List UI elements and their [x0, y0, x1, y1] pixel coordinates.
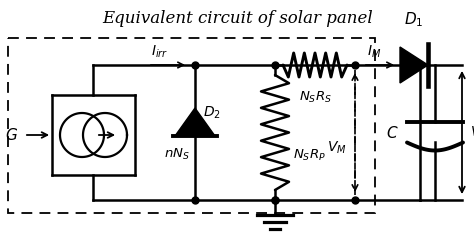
Text: $I_M$: $I_M$: [367, 44, 381, 60]
Text: $V_C$: $V_C$: [470, 124, 474, 141]
Bar: [8, 38, 375, 213]
Text: $D_2$: $D_2$: [203, 105, 221, 121]
Text: $V_M$: $V_M$: [328, 140, 347, 156]
Text: $nN_S$: $nN_S$: [164, 146, 190, 162]
Text: $D_1$: $D_1$: [404, 11, 424, 29]
Text: $N_SR_S$: $N_SR_S$: [299, 90, 331, 105]
Polygon shape: [400, 47, 428, 83]
Text: Equivalent circuit of solar panel: Equivalent circuit of solar panel: [103, 9, 374, 26]
Text: $C$: $C$: [386, 124, 399, 141]
Text: $N_SR_P$: $N_SR_P$: [293, 147, 326, 163]
Polygon shape: [175, 108, 215, 136]
Text: $G$: $G$: [6, 127, 18, 143]
Text: $I_{irr}$: $I_{irr}$: [151, 44, 169, 60]
